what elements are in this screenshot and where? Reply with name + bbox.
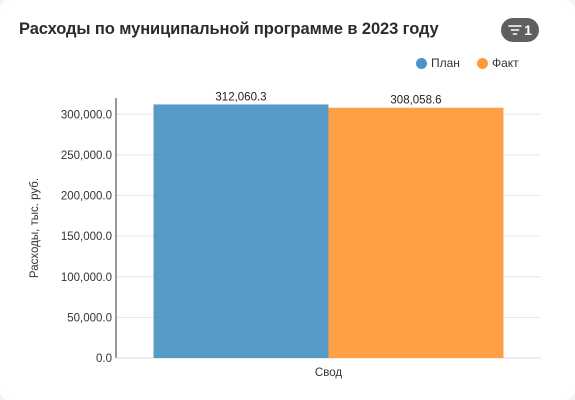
y-tick-label: 50,000.0: [67, 312, 112, 324]
filter-button[interactable]: 1: [501, 18, 539, 42]
legend-item-plan[interactable]: План: [416, 56, 460, 70]
x-tick-label: Свод: [315, 367, 342, 379]
legend-label-plan: План: [431, 56, 460, 70]
legend-swatch-fact: [477, 57, 488, 69]
bar-data-label: 312,060.3: [215, 91, 266, 103]
bar-plan: [153, 104, 329, 358]
bar-fact: [328, 107, 504, 358]
y-tick-label: 250,000.0: [61, 150, 112, 162]
y-tick-label: 200,000.0: [61, 191, 112, 203]
chart-title: Расходы по муниципальной программе в 202…: [19, 20, 439, 38]
y-tick-label: 300,000.0: [61, 109, 112, 121]
y-tick-label: 100,000.0: [61, 272, 112, 284]
legend-swatch-plan: [416, 57, 427, 69]
legend-label-fact: Факт: [492, 56, 519, 70]
y-axis-label: Расходы, тыс. руб.: [29, 178, 41, 278]
filter-count-badge: 1: [524, 22, 532, 38]
bar-data-label: 308,058.6: [390, 95, 441, 107]
y-tick-label: 0.0: [96, 353, 112, 365]
y-tick-label: 150,000.0: [61, 231, 112, 243]
legend-item-fact[interactable]: Факт: [477, 56, 519, 70]
filter-lines-icon: [508, 25, 522, 35]
